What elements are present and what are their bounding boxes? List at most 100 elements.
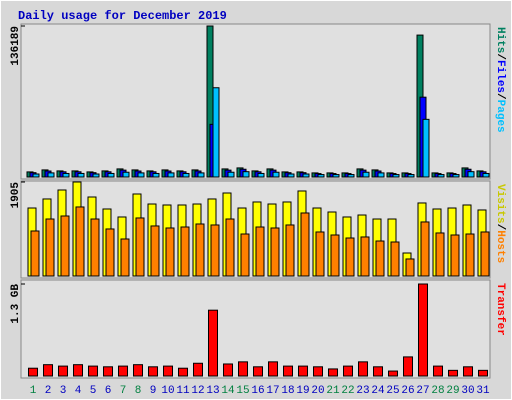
bar (148, 366, 158, 377)
bar (193, 362, 203, 377)
x-tick-label: 2 (45, 385, 52, 397)
bar (407, 174, 415, 178)
bar (178, 367, 188, 377)
x-tick-label: 8 (135, 385, 142, 397)
bar (60, 215, 70, 277)
bar (452, 174, 460, 178)
legend-entry: Transfer (494, 283, 506, 336)
x-tick-label: 16 (251, 385, 264, 397)
x-tick-label: 13 (206, 385, 219, 397)
bar (73, 364, 83, 377)
x-tick-label: 12 (191, 385, 204, 397)
legend-entry: Pages (494, 100, 506, 133)
bar (122, 171, 130, 178)
bar (118, 365, 128, 377)
bar (270, 227, 280, 277)
x-tick-label: 9 (150, 385, 157, 397)
bar (90, 218, 100, 277)
chart-title: Daily usage for December 2019 (18, 9, 227, 23)
bar (433, 365, 443, 377)
x-tick-label: 4 (75, 385, 82, 397)
bar (482, 172, 490, 178)
y-tick-label: 136189 (10, 26, 22, 66)
bar (332, 174, 340, 178)
x-tick-label: 1 (30, 385, 37, 397)
bar (448, 369, 458, 377)
bar (152, 172, 160, 178)
bar (317, 174, 325, 178)
bar (373, 366, 383, 377)
bar (420, 221, 430, 277)
bar (405, 258, 415, 277)
bar (62, 172, 70, 178)
x-tick-label: 24 (371, 385, 385, 397)
bar (465, 233, 475, 277)
bar (58, 365, 68, 377)
bar (283, 365, 293, 377)
bar (133, 364, 143, 377)
bar (92, 173, 100, 178)
x-tick-label: 25 (386, 385, 399, 397)
x-tick-label: 3 (60, 385, 67, 397)
bar (315, 231, 325, 277)
bar (43, 364, 53, 377)
legend-separator: / (494, 53, 506, 60)
x-tick-label: 5 (90, 385, 97, 397)
bar (47, 172, 55, 178)
panel (20, 23, 491, 180)
bar (253, 366, 263, 377)
bar (450, 234, 460, 277)
bar (467, 171, 475, 178)
x-tick-label: 30 (461, 385, 474, 397)
bar (137, 172, 145, 178)
bar (120, 238, 130, 277)
bar (240, 233, 250, 277)
bar (242, 171, 250, 178)
bar (362, 171, 370, 178)
x-tick-label: 10 (161, 385, 174, 397)
bar (180, 226, 190, 277)
x-tick-label: 14 (221, 385, 235, 397)
bar (227, 171, 235, 178)
legend-entry: Visits (494, 184, 506, 224)
x-tick-label: 26 (401, 385, 414, 397)
bar (422, 118, 430, 178)
bar (298, 365, 308, 377)
bar (107, 172, 115, 178)
legend-entry: Hits (494, 27, 506, 53)
bar (300, 212, 310, 277)
bar (163, 365, 173, 377)
x-tick-label: 15 (236, 385, 249, 397)
x-tick-label: 23 (356, 385, 369, 397)
bar (343, 365, 353, 377)
bar (257, 172, 265, 178)
bar (478, 369, 488, 377)
x-tick-label: 18 (281, 385, 294, 397)
bar (30, 230, 40, 277)
bar (418, 283, 428, 377)
bar (212, 87, 220, 178)
y-tick-label: 1.3 GB (10, 284, 22, 324)
legend-separator: / (494, 224, 506, 231)
bar (360, 236, 370, 277)
x-tick-label: 19 (296, 385, 309, 397)
bar (330, 234, 340, 277)
x-tick-label: 17 (266, 385, 279, 397)
bar (135, 217, 145, 277)
bar (77, 172, 85, 178)
bar (165, 227, 175, 277)
legend-entry: Hosts (494, 230, 506, 263)
bar (195, 223, 205, 277)
bar (272, 171, 280, 178)
y-tick-label: 1905 (10, 182, 22, 209)
x-tick-label: 29 (446, 385, 459, 397)
bar (287, 173, 295, 178)
bar (388, 370, 398, 377)
bar (197, 172, 205, 178)
bar (150, 225, 160, 277)
legend-entry: Files (494, 60, 506, 93)
bar (238, 361, 248, 377)
bar (255, 226, 265, 277)
bar (210, 224, 220, 277)
